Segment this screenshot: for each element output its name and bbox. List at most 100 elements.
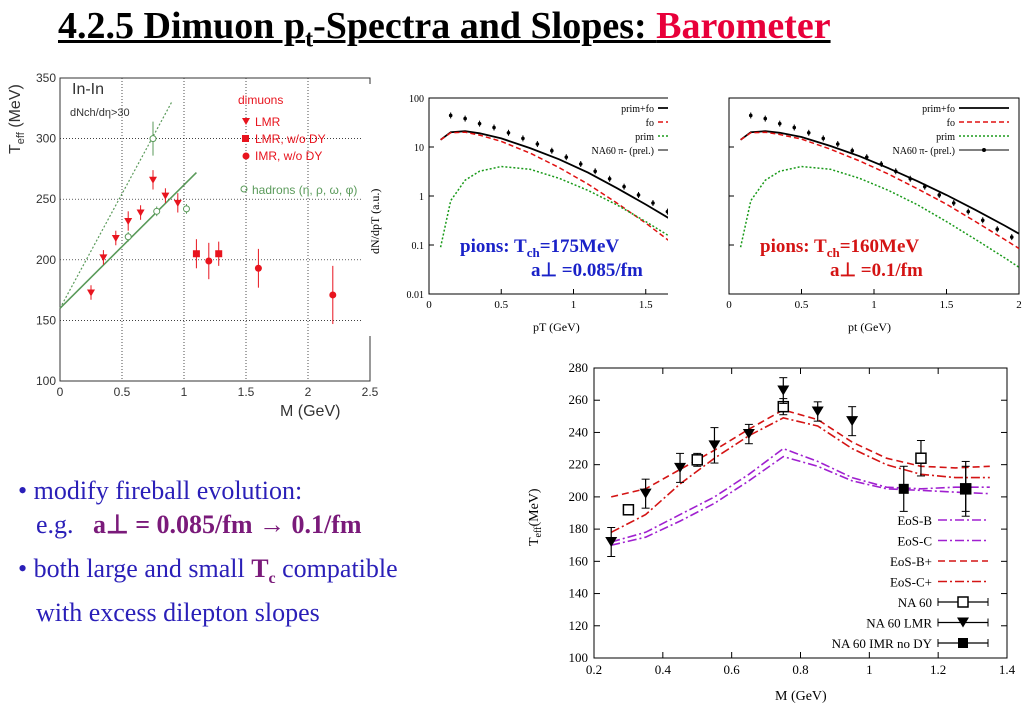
data-point: [937, 193, 942, 197]
x-tick-label: 1.4: [999, 662, 1016, 677]
data-point: [1009, 235, 1014, 239]
data-point: [898, 483, 909, 494]
chart1-hadrons-label: hadrons (η, ρ, ω, φ): [252, 183, 357, 197]
x-tick-label: 2.5: [362, 385, 379, 399]
chart1-legend-title: dimuons: [238, 93, 283, 107]
legend-circle-marker: [242, 152, 250, 160]
bullet-list: • modify fireball evolution: e.g. a⊥ = 0…: [18, 474, 518, 630]
y-tick-label: 200: [36, 253, 56, 267]
series-line: [739, 165, 1020, 268]
legend-open-circle-marker: [240, 185, 248, 193]
y-tick-label: 300: [36, 132, 56, 146]
chart1-svg: 0 0.5 1 1.5 2 2.5 100 150 200 250 300 350 In-In dNc…: [7, 71, 379, 420]
data-point: [639, 488, 652, 499]
legend-label: fo: [646, 118, 654, 129]
data-point: [448, 113, 453, 118]
x-tick-label: 0: [426, 299, 432, 311]
legend-label: prim+fo: [621, 104, 654, 115]
y-tick-label: 10: [414, 143, 424, 154]
data-point: [550, 148, 554, 153]
x-tick-label: 1.5: [940, 299, 954, 311]
chart-teff-vs-mass: 0 0.5 1 1.5 2 2.5 100 150 200 250 300 350 In-In dNc…: [0, 66, 385, 426]
chart2-annotation-line1: pions: Tch=175MeV: [460, 236, 619, 260]
chart2-ylabel: dN/dpT (a.u.): [368, 189, 382, 254]
chart4-legend: EoS-B EoS-C EoS-B+ EoS-C+ NA 60 NA 60 LMR NA 6…: [832, 513, 989, 651]
data-point: [578, 162, 583, 166]
data-point: [564, 155, 569, 159]
chart2-annotation-line2: a⊥ =0.085/fm: [531, 260, 643, 281]
data-point: [908, 176, 913, 181]
data-point: [811, 406, 824, 417]
x-tick-label: 1: [181, 385, 188, 399]
y-tick-label: 280: [569, 360, 589, 375]
data-point: [995, 227, 1000, 232]
chart1-centrality-label: dNch/dη>30: [70, 107, 130, 119]
data-point: [153, 207, 161, 215]
data-point: [205, 257, 213, 265]
data-point: [864, 155, 869, 159]
data-point: [806, 130, 811, 135]
data-point: [254, 264, 262, 272]
x-tick-label: 1.5: [639, 299, 653, 311]
legend-swatch: [957, 596, 969, 608]
y-tick-label: 350: [36, 71, 56, 85]
data-point: [966, 209, 971, 214]
y-tick-label: 120: [569, 618, 589, 633]
legend-label: NA 60 IMR no DY: [832, 636, 933, 651]
data-point: [651, 201, 655, 205]
data-point: [593, 169, 597, 174]
chart3-annotation-line2: a⊥ =0.1/fm: [830, 260, 923, 281]
series-line: [611, 409, 990, 498]
data-point: [521, 136, 525, 141]
data-point: [922, 184, 927, 189]
data-point: [111, 234, 120, 242]
x-tick-label: 1.5: [238, 385, 255, 399]
data-point: [535, 142, 540, 146]
series-line: [740, 131, 1020, 250]
bullet-2: • both large and small Tc compatible: [18, 554, 398, 588]
y-tick-label: 1: [419, 192, 424, 203]
chart1-legend-item: LMR: [255, 115, 281, 129]
chart4-ylabel: Teff(MeV): [527, 488, 544, 546]
y-tick-label: 100: [36, 374, 56, 388]
x-tick-label: 0.5: [795, 299, 809, 311]
chart1-legend: LMR LMR, w/o DY IMR, w/o DY: [242, 115, 326, 163]
x-tick-label: 0.8: [792, 662, 808, 677]
legend-swatch: [982, 148, 986, 152]
data-point: [192, 250, 200, 258]
chart1-legend-item: LMR, w/o DY: [255, 132, 326, 146]
data-point: [87, 289, 95, 297]
chart2-legend: prim+fo fo prim NA60 π- (prel.): [591, 104, 708, 157]
data-point: [742, 429, 755, 440]
legend-label: EoS-B: [897, 513, 932, 528]
data-point: [636, 193, 641, 197]
data-point: [708, 440, 721, 451]
data-point: [835, 142, 840, 146]
chart1-system-label: In-In: [72, 81, 104, 98]
series-line: [740, 130, 1020, 235]
chart1-legend-item: IMR, w/o DY: [255, 149, 322, 163]
data-point: [893, 169, 898, 174]
chart4-xlabel: M (GeV): [775, 689, 827, 704]
legend-label: prim: [936, 132, 955, 143]
data-point: [777, 385, 790, 396]
y-tick-label: 250: [36, 192, 56, 206]
data-point: [915, 452, 927, 464]
data-point: [173, 199, 182, 207]
legend-label: NA60 π- (prel.): [892, 146, 955, 157]
plot-frame: [59, 77, 371, 382]
chart3-svg: 0 0.5 1 1.5 2 prim+fo fo prim NA60 π- (prel.) p…: [726, 97, 1022, 334]
x-tick-label: 0.6: [724, 662, 741, 677]
x-tick-label: 1: [866, 662, 873, 677]
x-tick-label: 1: [871, 299, 877, 311]
data-point: [748, 113, 753, 118]
y-tick-label: 0.01: [407, 290, 425, 301]
series-line: [610, 447, 990, 543]
y-tick-label: 160: [569, 553, 589, 568]
y-tick-label: 260: [569, 392, 589, 407]
y-tick-label: 100: [409, 94, 424, 105]
data-point: [674, 462, 687, 473]
series-line: [439, 165, 719, 268]
